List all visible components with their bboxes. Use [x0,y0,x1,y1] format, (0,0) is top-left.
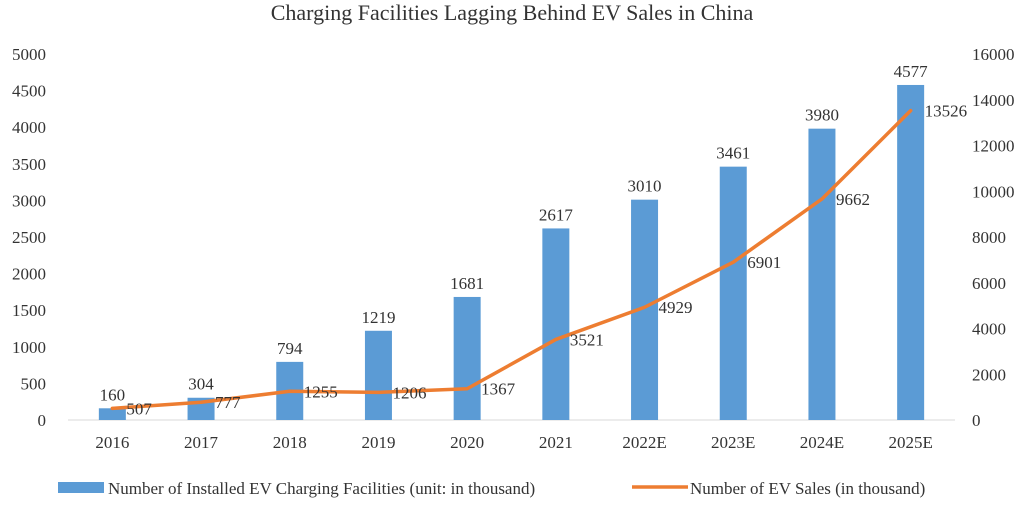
y-left-tick-label: 4500 [12,82,46,101]
x-tick-label: 2018 [273,433,307,452]
bar-data-label: 160 [100,385,126,404]
line-data-label: 13526 [925,102,968,121]
line-series [110,108,913,411]
x-tick-label: 2024E [800,433,844,452]
x-tick-label: 2021 [539,433,573,452]
y-right-tick-label: 14000 [972,91,1015,110]
y-right-tick-label: 16000 [972,45,1015,64]
y-left-tick-label: 3000 [12,191,46,210]
bar-data-label: 4577 [894,62,929,81]
y-right-tick-label: 10000 [972,182,1015,201]
x-tick-label: 2023E [711,433,755,452]
y-left-tick-label: 4000 [12,118,46,137]
line-data-label: 777 [215,393,241,412]
line-point [909,109,913,113]
bar [719,166,747,420]
data-labels: 160 304 794 1219 1681 2617 3010 3461 3980 4577 507… [100,62,968,418]
x-tick-label: 2019 [361,433,395,452]
line-point [820,197,824,201]
y-right-tick-label: 12000 [972,137,1015,156]
line-point [110,406,114,410]
line-data-label: 6901 [747,253,781,272]
line-point [376,390,380,394]
bar [808,128,836,420]
bar-data-label: 3980 [805,106,839,125]
legend: Number of Installed EV Charging Faciliti… [58,479,925,498]
y-right-tick-label: 0 [972,411,981,430]
y-left-tick-label: 2500 [12,228,46,247]
line-data-label: 1255 [304,382,338,401]
bar-data-label: 3461 [716,144,750,163]
bars [98,84,925,421]
line-point [554,337,558,341]
y-right-tick-label: 6000 [972,274,1006,293]
line-data-label: 9662 [836,190,870,209]
bar-data-label: 2617 [539,205,574,224]
y-right-tick-label: 2000 [972,365,1006,384]
bar-data-label: 1681 [450,274,484,293]
y-left-tick-label: 3500 [12,155,46,174]
x-tick-label: 2016 [95,433,129,452]
bar-data-label: 794 [277,339,303,358]
bar [364,330,392,420]
legend-label-bars: Number of Installed EV Charging Faciliti… [108,479,535,498]
y-left-tick-label: 2000 [12,265,46,284]
line-path [110,108,913,411]
bar-data-label: 1219 [361,308,395,327]
y-right-tick-label: 8000 [972,228,1006,247]
bar [897,84,925,421]
axes: 0 500 1000 1500 2000 2500 3000 3500 4000 4500 5000… [12,45,1015,452]
y-left-tick-label: 1500 [12,301,46,320]
line-point [288,389,292,393]
line-point [643,305,647,309]
bar [542,228,570,420]
bar [453,296,481,420]
legend-swatch-bars [58,482,104,493]
x-tick-label: 2017 [184,433,219,452]
y-right-tick-label: 4000 [972,320,1006,339]
chart-title: Charging Facilities Lagging Behind EV Sa… [271,0,754,25]
line-data-label: 1206 [392,383,426,402]
x-tick-label: 2025E [888,433,932,452]
x-tick-label: 2022E [622,433,666,452]
line-data-label: 507 [126,399,152,418]
legend-label-line: Number of EV Sales (in thousand) [690,479,925,498]
bar-data-label: 3010 [628,177,662,196]
line-data-label: 4929 [659,298,693,317]
line-point [731,260,735,264]
line-point [199,400,203,404]
y-left-tick-label: 0 [38,411,47,430]
y-left-tick-label: 500 [21,374,47,393]
bar-data-label: 304 [188,375,214,394]
bar [98,408,126,420]
y-left-tick-label: 5000 [12,45,46,64]
line-data-label: 1367 [481,380,516,399]
x-tick-label: 2020 [450,433,484,452]
y-left-tick-label: 1000 [12,338,46,357]
line-data-label: 3521 [570,330,604,349]
line-point [465,387,469,391]
